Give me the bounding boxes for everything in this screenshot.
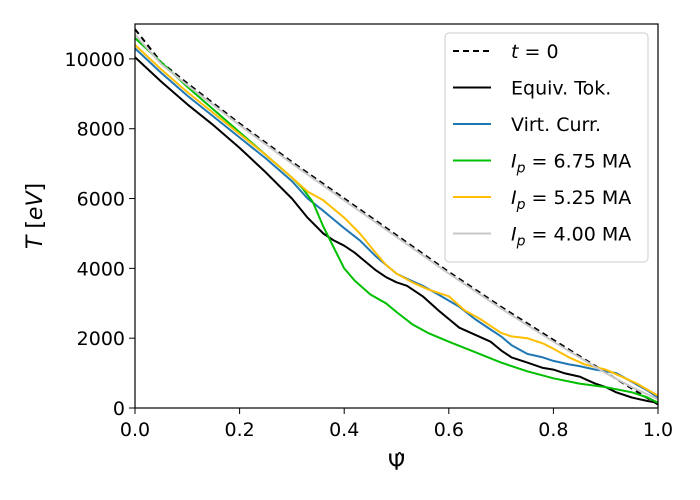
y-tick-label: 10000 (65, 49, 125, 71)
x-tick-label: 0.4 (329, 419, 359, 441)
legend-box (444, 32, 649, 263)
legend-label: Ip = 4.00 MA (511, 224, 631, 250)
legend-label: Ip = 6.75 MA (511, 151, 631, 177)
y-tick-label: 4000 (77, 258, 125, 280)
legend-label: Ip = 5.25 MA (511, 187, 631, 213)
y-tick-label: 6000 (77, 189, 125, 211)
plot-area-frame (134, 23, 659, 409)
series-layer (135, 28, 658, 406)
x-tick-label: 1.0 (643, 419, 673, 441)
ticks-layer: 0.0 0.2 0.4 0.6 0.8 1.0 0 2000 4000 6000 8000 10000 (65, 49, 674, 441)
legend: t = 0 Equiv. Tok. Virt. Curr. Ip = 6.75 MA I… (444, 32, 649, 263)
legend-label: Virt. Curr. (511, 114, 601, 136)
x-tick-label: 0.8 (538, 419, 568, 441)
series-line-5 (135, 33, 658, 401)
x-tick-label: 0.6 (434, 419, 464, 441)
x-tick-label: 0.2 (224, 419, 254, 441)
y-tick-label: 8000 (77, 119, 125, 141)
x-axis-label: Ψ̂ (388, 451, 405, 476)
y-tick-label: 0 (113, 398, 125, 420)
legend-label: Equiv. Tok. (511, 78, 611, 100)
x-tick-label: 0.0 (120, 419, 150, 441)
y-tick-label: 2000 (77, 328, 125, 350)
y-axis-label: T [eV] (23, 183, 48, 249)
series-line-4 (135, 44, 658, 397)
series-line-1 (135, 56, 658, 404)
legend-label: t = 0 (511, 41, 559, 63)
